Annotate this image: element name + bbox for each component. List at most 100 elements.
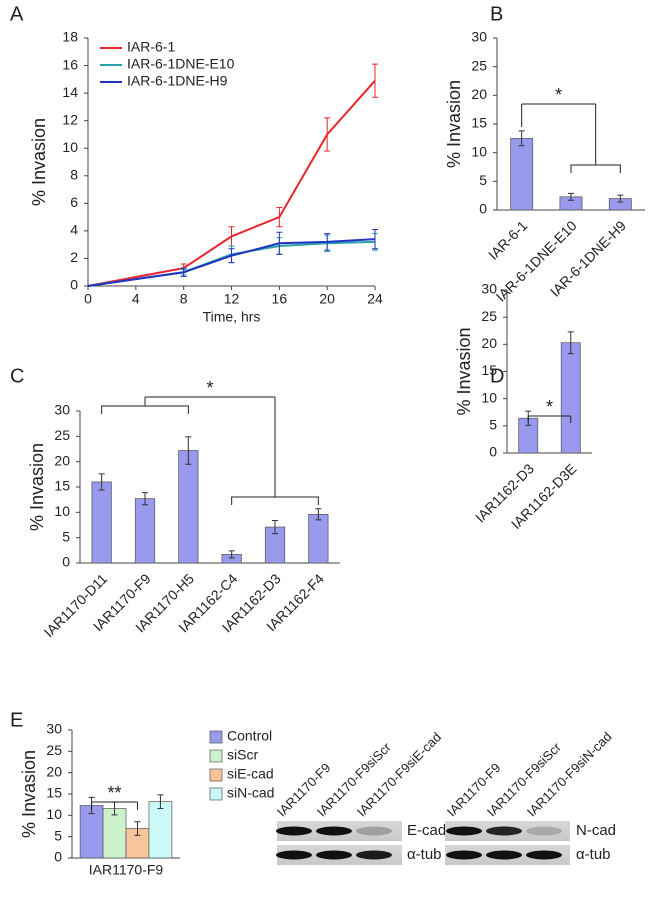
x-tick-label: 12 <box>224 291 240 307</box>
error-bar <box>568 192 574 201</box>
significance-label: ** <box>108 783 122 803</box>
panel-label: B <box>490 3 503 25</box>
series-line <box>87 238 376 287</box>
y-tick-label: 4 <box>70 222 78 238</box>
panel-label: E <box>10 709 23 731</box>
significance-label: * <box>546 397 553 417</box>
legend-swatch <box>209 749 223 763</box>
blot-band <box>356 850 392 860</box>
band-label: N-cad <box>576 822 616 839</box>
bar <box>148 801 173 859</box>
significance-bracket <box>91 801 138 810</box>
y-tick-label: 15 <box>46 785 62 801</box>
bar <box>178 450 199 564</box>
error-bar <box>372 63 378 98</box>
legend-label: IAR-6-1DNE-H9 <box>127 73 228 89</box>
y-tick-label: 18 <box>62 29 78 45</box>
error-bar <box>157 794 164 810</box>
blot-band <box>316 826 352 836</box>
panel-label: A <box>10 3 24 25</box>
legend-swatch <box>209 768 223 782</box>
x-tick-label: 4 <box>132 291 140 307</box>
legend-label: siScr <box>227 747 258 763</box>
band-label: E-cad <box>407 822 446 839</box>
y-tick-label: 5 <box>479 172 487 188</box>
y-tick-label: 20 <box>471 86 487 102</box>
significance-bracket <box>527 415 572 423</box>
bar <box>91 481 112 564</box>
blot-band <box>446 826 482 836</box>
y-tick-label: 0 <box>54 849 62 865</box>
bar <box>560 342 581 454</box>
x-tick-label: 24 <box>367 291 383 307</box>
band-label: α-tub <box>407 846 442 863</box>
y-tick-label: 12 <box>62 111 78 127</box>
y-tick-label: 25 <box>471 57 487 73</box>
y-tick-label: 20 <box>54 452 70 468</box>
blot-band <box>356 826 392 836</box>
bar <box>102 808 127 859</box>
error-bar <box>567 331 574 355</box>
error-bar <box>134 821 141 836</box>
blot-band <box>526 826 562 836</box>
error-bar <box>185 436 192 465</box>
y-axis-label: % Invasion <box>454 327 474 415</box>
y-tick-label: 16 <box>62 56 78 72</box>
x-tick-label: 16 <box>272 291 288 307</box>
y-tick-label: 30 <box>54 402 70 418</box>
error-bar <box>98 473 105 491</box>
y-axis-label: % Invasion <box>19 750 39 838</box>
y-tick-label: 20 <box>481 335 497 351</box>
significance-label: * <box>206 378 213 398</box>
y-tick-label: 10 <box>46 806 62 822</box>
error-bar <box>617 194 624 203</box>
error-bar <box>372 229 378 250</box>
x-tick-label: 0 <box>84 291 92 307</box>
legend-label: IAR-6-1 <box>127 39 175 55</box>
x-tick-label: IAR1170-F9 <box>89 862 164 878</box>
significance-label: * <box>555 85 562 105</box>
y-axis-label: % Invasion <box>29 118 49 206</box>
bar <box>510 137 534 211</box>
y-tick-label: 8 <box>70 166 78 182</box>
y-tick-label: 0 <box>489 444 497 460</box>
error-bar <box>228 550 235 559</box>
bar <box>308 514 329 564</box>
legend-label: Control <box>227 728 272 744</box>
band-label: α-tub <box>576 846 611 863</box>
blot-band <box>526 850 562 860</box>
y-tick-label: 0 <box>479 201 487 217</box>
legend-label: siE-cad <box>227 766 274 782</box>
y-tick-label: 5 <box>489 417 497 433</box>
y-tick-label: 30 <box>471 29 487 45</box>
y-tick-label: 30 <box>46 721 62 737</box>
y-tick-label: 0 <box>62 554 70 570</box>
legend-label: IAR-6-1DNE-E10 <box>127 56 235 72</box>
blot-band <box>276 850 312 860</box>
y-tick-label: 5 <box>62 528 70 544</box>
y-tick-label: 14 <box>62 84 78 100</box>
y-tick-label: 2 <box>70 249 78 265</box>
significance-bracket <box>521 103 621 173</box>
y-tick-label: 15 <box>471 115 487 131</box>
blot-band <box>486 826 522 836</box>
significance-bracket <box>101 396 319 505</box>
y-tick-label: 6 <box>70 194 78 210</box>
y-tick-label: 25 <box>54 427 70 443</box>
blot-band <box>486 850 522 860</box>
blot-band <box>276 826 312 836</box>
y-tick-label: 30 <box>481 281 497 297</box>
y-tick-label: 20 <box>46 763 62 779</box>
y-tick-label: 5 <box>54 827 62 843</box>
error-bar <box>142 492 148 506</box>
legend-swatch <box>209 787 223 801</box>
y-tick-label: 10 <box>62 139 78 155</box>
blot-band <box>316 850 352 860</box>
error-bar <box>518 130 525 147</box>
y-tick-label: 0 <box>70 277 78 293</box>
x-tick-label: 20 <box>319 291 335 307</box>
x-tick-label: IAR-6-1 <box>485 217 531 263</box>
panel-label: D <box>490 365 504 387</box>
y-tick-label: 25 <box>481 308 497 324</box>
